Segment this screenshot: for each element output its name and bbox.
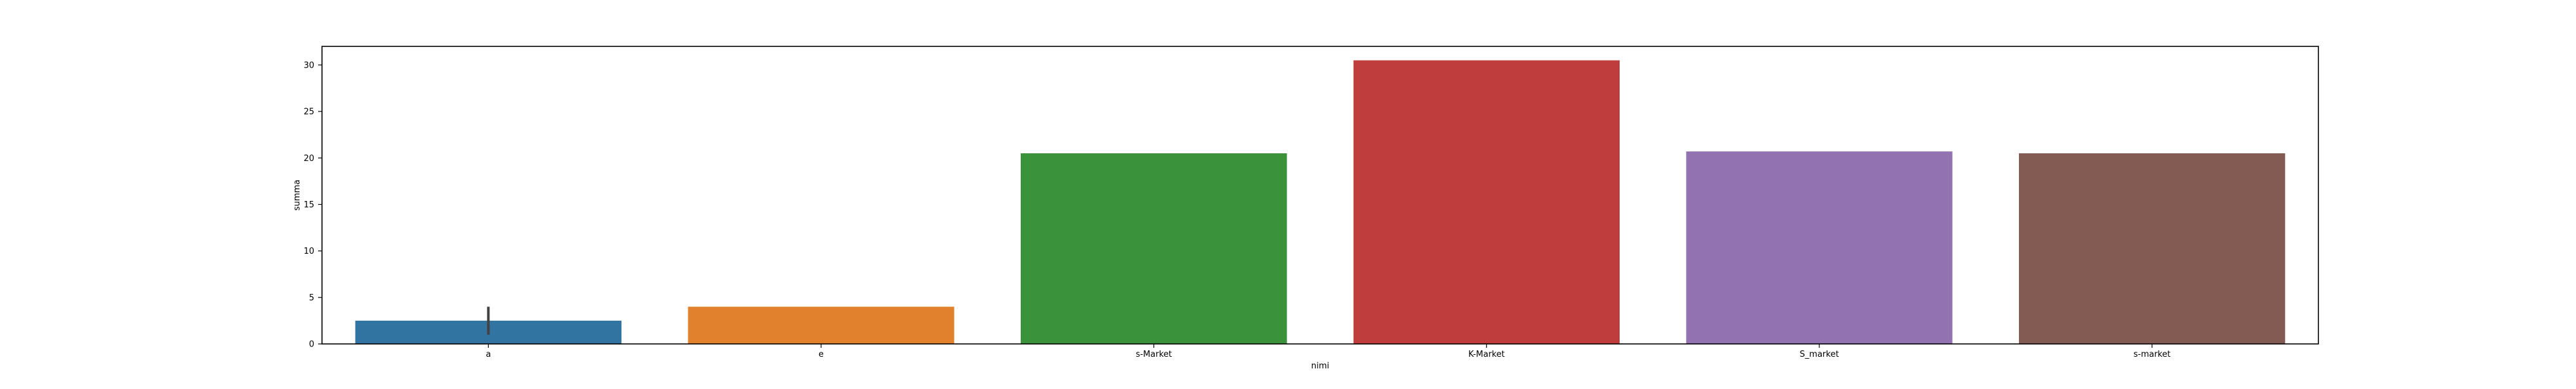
x-tick-label-1: e — [819, 350, 824, 359]
bar-4 — [1686, 151, 1953, 345]
y-tick-label-3: 15 — [303, 200, 314, 210]
plot-area-frame — [321, 46, 2319, 345]
x-tick-label-3: K-Market — [1468, 350, 1505, 359]
x-axis: a e s-Market K-Market S_market s-market — [486, 344, 2170, 359]
bar-1 — [688, 307, 954, 344]
y-tick-label-4: 20 — [303, 154, 314, 164]
x-tick-label-4: S_market — [1800, 350, 1839, 359]
bar-3 — [1353, 60, 1620, 344]
y-axis-label: summa — [292, 180, 302, 211]
y-tick-label-1: 5 — [309, 293, 314, 303]
bars-group — [355, 60, 2286, 345]
x-axis-label: nimi — [1311, 361, 1329, 371]
bar-2 — [1021, 153, 1287, 344]
y-tick-label-0: 0 — [309, 340, 314, 350]
y-tick-label-2: 10 — [303, 247, 314, 256]
x-tick-label-0: a — [486, 350, 491, 359]
y-axis: 0 5 10 15 20 25 30 — [303, 61, 322, 350]
y-tick-label-5: 25 — [303, 108, 314, 117]
y-tick-label-6: 30 — [303, 61, 314, 70]
x-tick-label-5: s-market — [2134, 350, 2171, 359]
x-tick-label-2: s-Market — [1136, 350, 1172, 359]
bar-5 — [2019, 153, 2286, 344]
